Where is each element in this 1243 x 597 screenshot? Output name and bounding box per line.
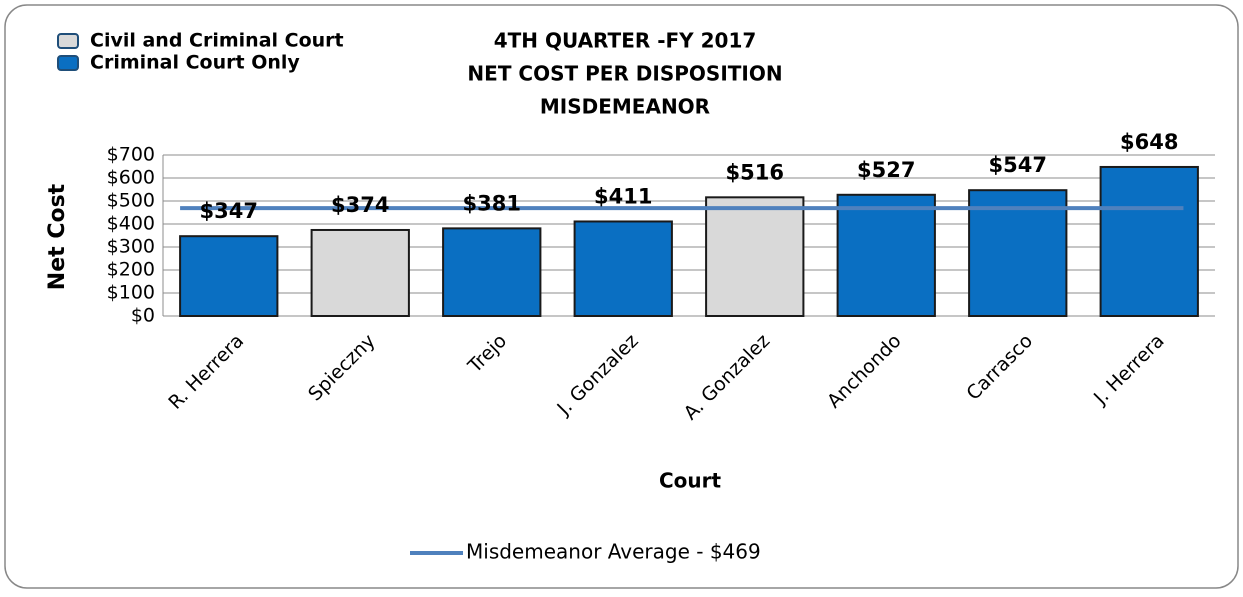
- bar: [968, 189, 1068, 317]
- y-tick-label: $600: [107, 167, 155, 189]
- x-axis-label: Court: [659, 469, 722, 493]
- value-label: $648: [1120, 130, 1178, 154]
- bar: [442, 227, 542, 317]
- y-tick-label: $0: [131, 305, 155, 327]
- legend-swatch: [57, 55, 79, 71]
- value-label: $381: [463, 191, 521, 215]
- bar: [836, 193, 936, 317]
- value-label: $547: [989, 153, 1047, 177]
- legend-swatch: [57, 33, 79, 49]
- chart-title: 4TH QUARTER -FY 2017: [494, 29, 757, 53]
- bar: [310, 228, 410, 317]
- value-label: $374: [331, 193, 389, 217]
- chart-title: NET COST PER DISPOSITION: [467, 62, 782, 86]
- bar: [705, 196, 805, 318]
- value-label: $411: [594, 184, 652, 208]
- bar: [573, 220, 673, 317]
- y-axis-label: Net Cost: [45, 183, 70, 290]
- y-tick-label: $100: [107, 282, 155, 304]
- y-tick-label: $700: [107, 144, 155, 166]
- bar: [1099, 165, 1199, 317]
- value-label: $527: [857, 158, 915, 182]
- y-tick-label: $200: [107, 259, 155, 281]
- legend-label: Misdemeanor Average - $469: [466, 540, 761, 564]
- legend-label: Criminal Court Only: [90, 52, 300, 74]
- y-tick-label: $400: [107, 213, 155, 235]
- value-label: $516: [726, 160, 784, 184]
- bar: [179, 235, 279, 317]
- value-label: $347: [200, 199, 258, 223]
- chart-title: MISDEMEANOR: [540, 95, 710, 119]
- y-tick-label: $300: [107, 236, 155, 258]
- legend-label: Civil and Criminal Court: [90, 30, 344, 52]
- y-tick-label: $500: [107, 190, 155, 212]
